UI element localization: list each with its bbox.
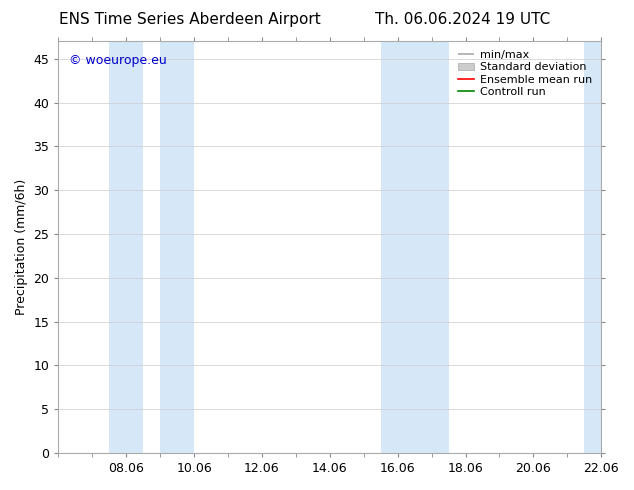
Bar xyxy=(380,41,415,453)
Bar xyxy=(415,41,448,453)
Y-axis label: Precipitation (mm/6h): Precipitation (mm/6h) xyxy=(15,179,28,315)
Bar xyxy=(160,41,194,453)
Bar xyxy=(109,41,143,453)
Text: © woeurope.eu: © woeurope.eu xyxy=(69,53,167,67)
Text: Th. 06.06.2024 19 UTC: Th. 06.06.2024 19 UTC xyxy=(375,12,550,27)
Legend: min/max, Standard deviation, Ensemble mean run, Controll run: min/max, Standard deviation, Ensemble me… xyxy=(455,47,595,100)
Text: ENS Time Series Aberdeen Airport: ENS Time Series Aberdeen Airport xyxy=(60,12,321,27)
Bar xyxy=(584,41,618,453)
